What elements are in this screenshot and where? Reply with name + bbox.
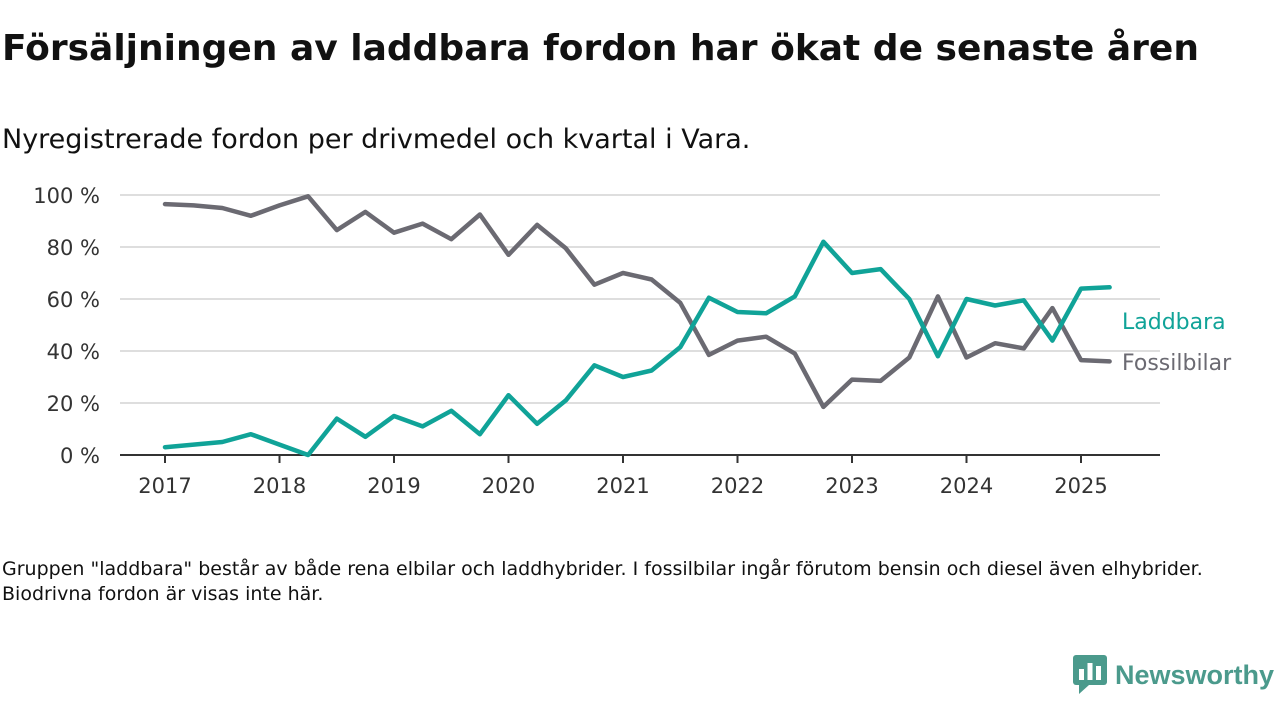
series-line-laddbara: [162, 239, 1112, 458]
y-tick-label: 20 %: [47, 392, 100, 416]
x-axis: [120, 454, 1160, 463]
brand-logo[interactable]: Newsworthy: [1072, 655, 1274, 695]
footnote: Gruppen "laddbara" består av både rena e…: [2, 558, 1203, 606]
x-tick-label: 2023: [825, 474, 878, 498]
series-lines: [162, 194, 1112, 458]
y-tick-label: 40 %: [47, 340, 100, 364]
brand-name: Newsworthy: [1114, 659, 1274, 690]
y-tick-label: 0 %: [60, 444, 100, 468]
x-tick-label: 2024: [940, 474, 993, 498]
x-tick-label: 2018: [253, 474, 306, 498]
x-axis-tick-labels: 2017 2018 2019 2020 2021 2022 2023 2024 2025: [138, 474, 1107, 498]
chart-title: Försäljningen av laddbara fordon har öka…: [2, 28, 1199, 69]
chart-subtitle: Nyregistrerade fordon per drivmedel och …: [2, 124, 751, 155]
x-tick-label: 2025: [1054, 474, 1107, 498]
series-labels: Laddbara Fossilbilar: [1122, 310, 1232, 376]
x-tick-label: 2022: [711, 474, 764, 498]
series-label-fossilbilar: Fossilbilar: [1122, 351, 1232, 376]
y-tick-label: 100 %: [33, 184, 100, 208]
y-tick-label: 80 %: [47, 236, 100, 260]
y-axis-tick-labels: 0 % 20 % 40 % 60 % 80 % 100 %: [33, 184, 100, 468]
x-tick-label: 2020: [482, 474, 535, 498]
x-tick-label: 2017: [138, 474, 191, 498]
series-label-laddbara: Laddbara: [1122, 310, 1226, 335]
y-tick-label: 60 %: [47, 288, 100, 312]
x-tick-label: 2021: [596, 474, 649, 498]
newsworthy-logo-icon: [1072, 655, 1107, 694]
x-tick-label: 2019: [367, 474, 420, 498]
grid-lines: [120, 194, 1160, 404]
